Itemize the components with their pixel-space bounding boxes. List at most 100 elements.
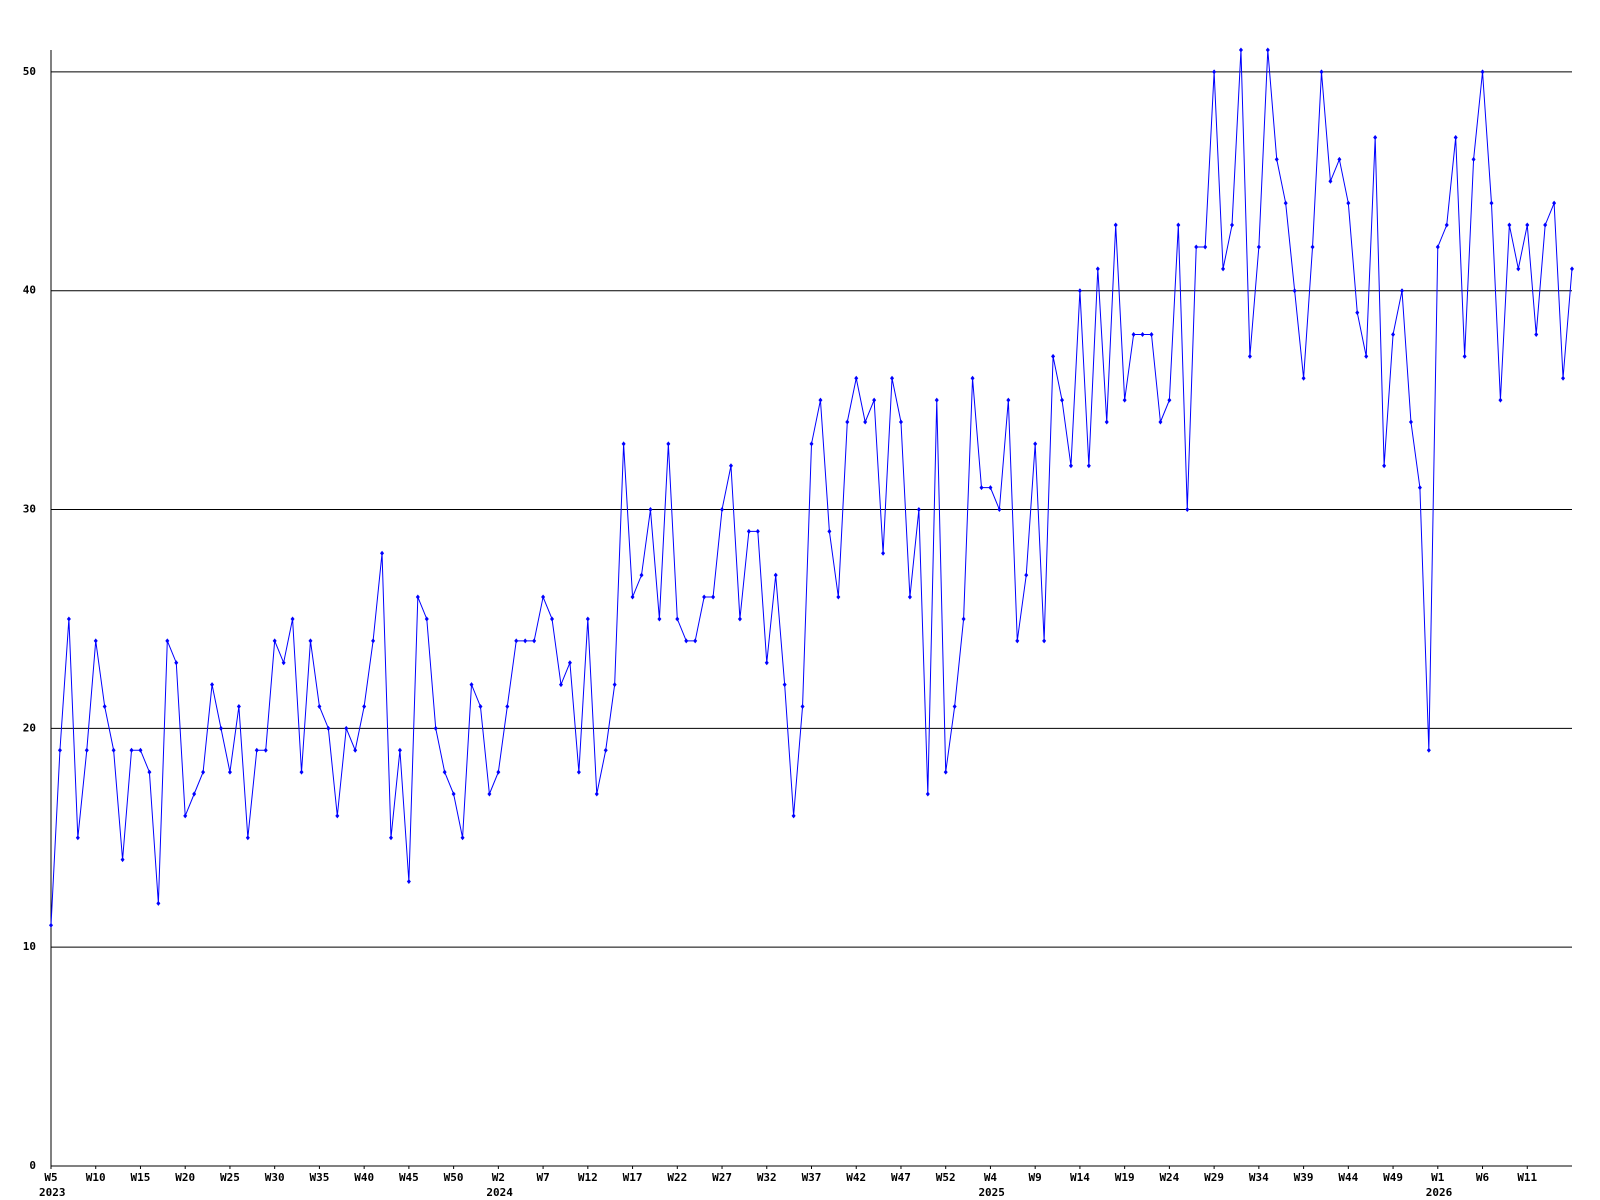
y-tick-label: 50: [23, 65, 36, 78]
point: [782, 682, 787, 688]
point: [558, 682, 563, 688]
point: [800, 703, 805, 709]
point: [362, 703, 367, 709]
point: [1498, 397, 1503, 403]
point: [648, 507, 653, 513]
point: [1561, 375, 1566, 381]
point: [111, 747, 116, 753]
point: [541, 594, 546, 600]
y-tick-label: 20: [23, 721, 36, 734]
point: [1068, 463, 1073, 469]
x-tick-label: W52: [936, 1171, 956, 1184]
x-tick-label: W47: [891, 1171, 911, 1184]
point: [487, 791, 492, 797]
y-tick-label: 30: [23, 503, 36, 516]
x-tick-label: W27: [712, 1171, 732, 1184]
x-tick-label: W35: [309, 1171, 329, 1184]
point: [1444, 222, 1449, 228]
point: [1256, 244, 1261, 250]
x-tick-label: W14: [1070, 1171, 1090, 1184]
x-tick-label: W19: [1115, 1171, 1135, 1184]
point: [1346, 200, 1351, 206]
point: [326, 725, 331, 731]
point: [1221, 266, 1226, 272]
point: [308, 638, 313, 644]
x-tick-label: W42: [846, 1171, 866, 1184]
point: [1364, 353, 1369, 359]
point: [1417, 485, 1422, 491]
point: [344, 725, 349, 731]
point: [1525, 222, 1530, 228]
point: [836, 594, 841, 600]
point: [943, 769, 948, 775]
point: [1086, 463, 1091, 469]
y-tick-label: 10: [23, 940, 36, 953]
point: [451, 791, 456, 797]
point: [433, 725, 438, 731]
point: [1543, 222, 1548, 228]
point: [1185, 507, 1190, 513]
point: [1337, 156, 1342, 162]
point: [514, 638, 519, 644]
point: [970, 375, 975, 381]
point: [1391, 331, 1396, 337]
point: [1158, 419, 1163, 425]
x-tick-label: W39: [1294, 1171, 1314, 1184]
point: [907, 594, 912, 600]
point: [1230, 222, 1235, 228]
point: [290, 616, 295, 622]
point: [764, 660, 769, 666]
point: [1122, 397, 1127, 403]
point: [845, 419, 850, 425]
point: [1167, 397, 1172, 403]
y-tick-label: 0: [29, 1159, 36, 1172]
point: [272, 638, 277, 644]
point: [335, 813, 340, 819]
point: [997, 507, 1002, 513]
point: [281, 660, 286, 666]
point: [872, 397, 877, 403]
point: [1310, 244, 1315, 250]
point: [567, 660, 572, 666]
point: [1453, 135, 1458, 141]
point: [1149, 331, 1154, 337]
point: [594, 791, 599, 797]
point: [961, 616, 966, 622]
point: [1104, 419, 1109, 425]
point: [218, 725, 223, 731]
x-tick-label: W12: [578, 1171, 598, 1184]
point: [1015, 638, 1020, 644]
point: [1095, 266, 1100, 272]
point: [442, 769, 447, 775]
point: [773, 572, 778, 578]
x-tick-label: W50: [444, 1171, 464, 1184]
point: [1471, 156, 1476, 162]
point: [174, 660, 179, 666]
series-line: [50, 49, 1573, 926]
point: [746, 528, 751, 534]
point: [1203, 244, 1208, 250]
point: [1301, 375, 1306, 381]
point: [711, 594, 716, 600]
point: [1006, 397, 1011, 403]
point: [165, 638, 170, 644]
point: [1507, 222, 1512, 228]
point: [881, 550, 886, 556]
point: [1077, 288, 1082, 294]
x-tick-label: W15: [131, 1171, 151, 1184]
point: [227, 769, 232, 775]
point: [988, 485, 993, 491]
point: [1283, 200, 1288, 206]
point: [93, 638, 98, 644]
point: [720, 507, 725, 513]
point: [138, 747, 143, 753]
x-tick-label: W37: [802, 1171, 822, 1184]
point: [1355, 310, 1360, 316]
point: [371, 638, 376, 644]
point: [728, 463, 733, 469]
point: [299, 769, 304, 775]
point: [1060, 397, 1065, 403]
point: [1570, 266, 1574, 272]
point: [263, 747, 268, 753]
